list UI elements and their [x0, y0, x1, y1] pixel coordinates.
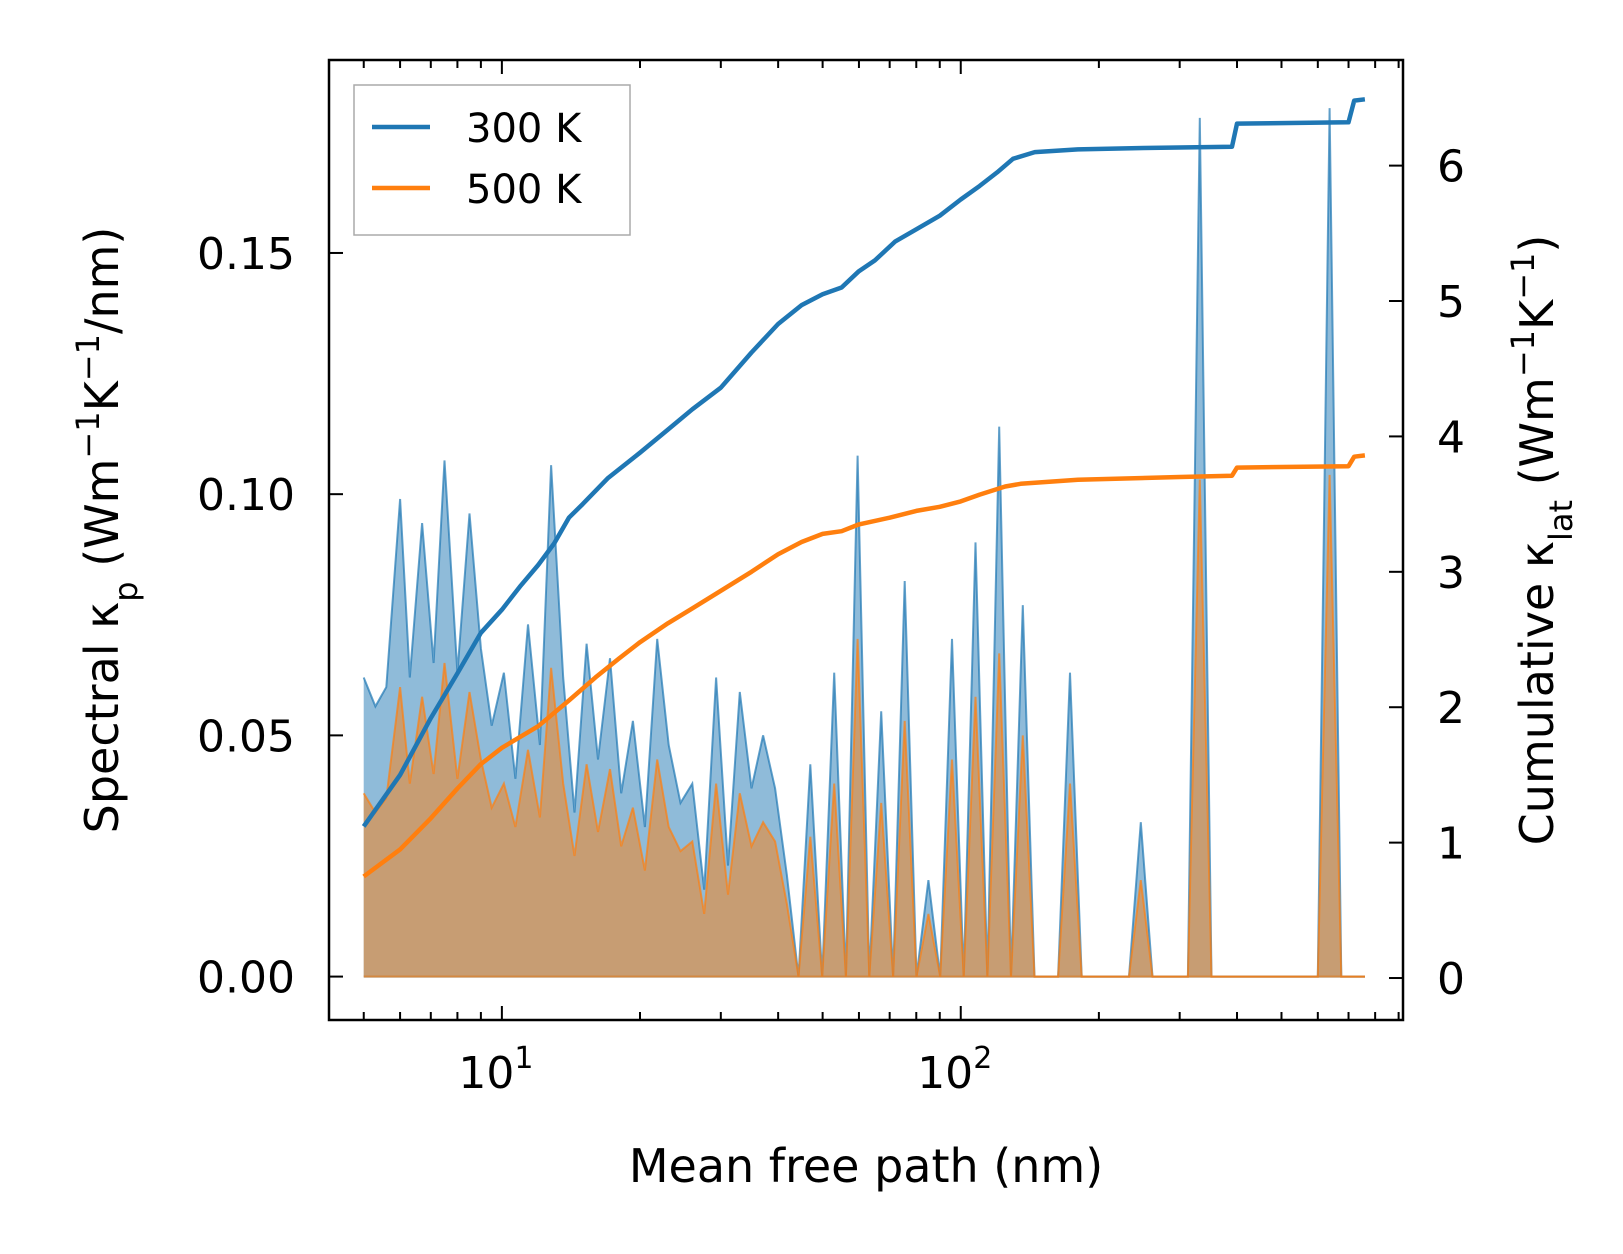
y-right-label-main: Cumulative κ: [1510, 541, 1564, 845]
y-left-tick-label: 0.10: [197, 470, 295, 521]
y-left-label-sup1: −1: [69, 411, 107, 458]
legend-label-500k: 500 K: [466, 167, 583, 213]
y-right-tick-label: 6: [1437, 142, 1465, 193]
y-left-label-sup2: −1: [69, 334, 107, 381]
y-right-tick-label: 4: [1437, 412, 1465, 463]
x-tick-exponent: 2: [973, 1041, 992, 1076]
x-tick-base: 10: [917, 1048, 973, 1099]
y-right-tick-label: 3: [1437, 548, 1465, 599]
y-right-tick-label: 2: [1437, 683, 1465, 734]
y-left-label-mid: K: [75, 379, 129, 411]
y-left-tick-label: 0.05: [197, 711, 295, 762]
cumulative-line-300k: [361, 97, 1366, 828]
y-right-label-sup2: −1: [1504, 253, 1542, 300]
legend-label-300k: 300 K: [466, 106, 583, 152]
x-tick-exponent: 1: [514, 1041, 533, 1076]
spectral-fills: [362, 108, 1365, 978]
x-tick-label: 101: [458, 1041, 533, 1099]
plot-area: [361, 97, 1366, 978]
axes-frame: [327, 58, 1405, 1022]
y-right-label-sub: lat: [1542, 500, 1580, 541]
cumulative-lines: [361, 97, 1366, 879]
y-right-tick-label: 0: [1437, 954, 1465, 1005]
cumulative-line-500k: [362, 453, 1366, 879]
spectral-300k-outline: [362, 108, 1365, 978]
x-tick-label: 102: [917, 1041, 992, 1099]
legend-box: [353, 84, 631, 236]
y-right-tick-label: 1: [1437, 819, 1465, 870]
y-right-label-sup1: −1: [1504, 330, 1542, 377]
y-left-tick-label: 0.00: [197, 953, 295, 1004]
spectral-300k-area: [363, 108, 1365, 977]
y-left-label-sub: p: [107, 581, 145, 601]
spectral-500k-area: [363, 474, 1365, 977]
y-left-label-main: Spectral κ: [75, 602, 129, 834]
y-right-label-units-close: ): [1510, 235, 1564, 253]
y-axis-left-label: Spectral κp (Wm−1K−1/nm): [69, 227, 145, 834]
y-right-label-units-open: (Wm: [1510, 377, 1564, 500]
x-axis-label: Mean free path (nm): [629, 1139, 1103, 1193]
y-left-tick-label: 0.15: [197, 229, 295, 280]
y-left-label-units-open: (Wm: [75, 459, 129, 582]
y-right-tick-label: 5: [1437, 277, 1465, 328]
y-left-label-units-close: /nm): [75, 227, 129, 334]
legend: 300 K 500 K: [353, 84, 631, 236]
spectral-500k-outline: [362, 474, 1365, 978]
y-axis-right-label: Cumulative κlat (Wm−1K−1): [1504, 235, 1580, 846]
x-tick-base: 10: [458, 1048, 514, 1099]
y-right-label-mid: K: [1510, 298, 1564, 330]
